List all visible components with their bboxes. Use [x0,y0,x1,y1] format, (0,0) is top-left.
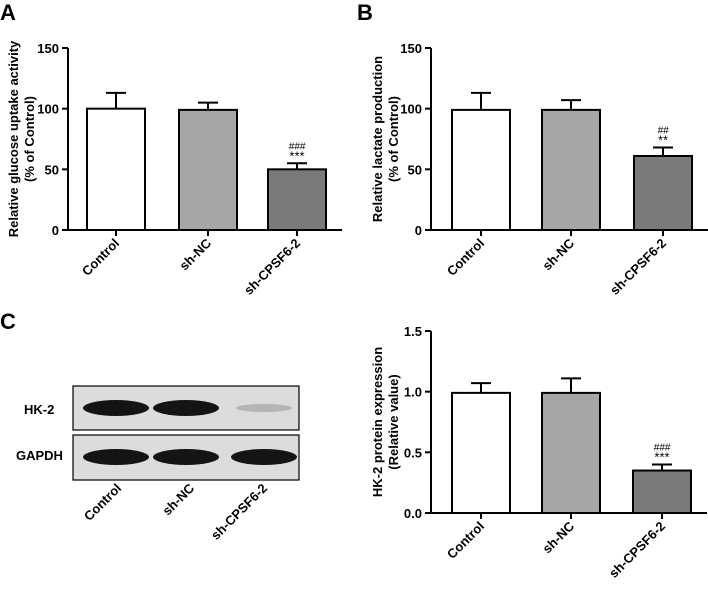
western-blot-panel: C HK-2 GAPDH Control sh-NC sh-CPSF6-2 [0,309,300,543]
chart-hk2: HK-2 protein expression (Relative value)0… [370,324,707,581]
blot-band-gapdh-lane-1 [83,449,149,465]
y-tick-label-a: 150 [37,41,59,56]
bar-control-b [451,108,511,231]
blot-lane-label-control: Control [81,481,124,524]
bar-sh-nc-b [541,108,601,231]
x-tick-label-sh-nc-a: sh-NC [176,235,214,273]
blot-band-hk2-lane-3 [236,404,292,412]
significance-marker-hk2: *** [654,449,669,464]
y-axis-subtitle-b: (% of Control) [386,96,401,182]
y-tick-label-b: 150 [400,41,422,56]
chart-a: A Relative glucose uptake activity (% of C… [0,0,342,298]
x-tick-label-sh-cpsf6-2-a: sh-CPSF6-2 [241,236,303,298]
y-axis-subtitle-hk2: (Relative value) [386,374,401,469]
y-tick-label-b: 0 [415,223,422,238]
y-tick-label-b: 100 [400,102,422,117]
y-tick-label-a: 0 [52,223,59,238]
blot-band-hk2-lane-1 [83,400,149,416]
x-tick-label-control-hk2: Control [444,519,487,562]
bar-control-hk2 [451,391,511,515]
y-tick-label-a: 100 [37,102,59,117]
y-tick-label-hk2: 0.0 [404,506,422,521]
significance-marker-vs-shnc-a: ### [289,141,306,152]
y-axis-title-hk2: HK-2 protein expression [370,347,385,497]
chart-b: B Relative lactate production (% of Contro… [357,0,708,298]
x-tick-label-sh-nc-b: sh-NC [539,235,577,273]
panel-letter-b: B [357,0,373,25]
bar-sh-cpsf6-2-a [267,168,327,231]
bar-sh-cpsf6-2-hk2 [632,469,692,514]
blot-row-label-gapdh: GAPDH [16,448,63,463]
panel-letter-a: A [0,0,16,25]
significance-marker-b: ** [658,132,668,147]
x-tick-label-control-b: Control [444,236,487,279]
bar-control-a [86,107,146,231]
x-tick-label-sh-nc-hk2: sh-NC [539,518,577,556]
blot-band-gapdh-lane-2 [153,449,219,465]
x-tick-label-sh-cpsf6-2-b: sh-CPSF6-2 [607,236,669,298]
bar-sh-cpsf6-2-b [633,154,693,231]
x-tick-label-control-a: Control [79,236,122,279]
blot-band-gapdh-lane-3 [231,449,297,465]
blot-lane-label-sh-cpsf6-2: sh-CPSF6-2 [208,481,270,543]
blot-row-label-hk2: HK-2 [24,402,54,417]
significance-marker-vs-shnc-b: ## [657,125,669,136]
y-axis-title-b: Relative lactate production [370,56,385,222]
x-tick-label-sh-cpsf6-2-hk2: sh-CPSF6-2 [606,519,668,581]
bar-sh-nc-a [178,108,238,231]
y-tick-label-hk2: 1.0 [404,385,422,400]
significance-marker-vs-shnc-hk2: ### [654,442,671,453]
y-axis-subtitle-a: (% of Control) [22,96,37,182]
panel-letter-c: C [0,309,16,334]
y-axis-title-a: Relative glucose uptake activity [6,40,21,237]
blot-bands [83,400,297,465]
y-tick-label-hk2: 0.5 [404,445,422,460]
blot-lane-label-sh-nc: sh-NC [159,480,197,518]
bar-sh-nc-hk2 [541,391,601,515]
significance-marker-a: *** [289,148,304,163]
y-tick-label-b: 50 [408,162,422,177]
y-tick-label-a: 50 [45,162,59,177]
y-tick-label-hk2: 1.5 [404,324,422,339]
blot-band-hk2-lane-2 [153,400,219,416]
